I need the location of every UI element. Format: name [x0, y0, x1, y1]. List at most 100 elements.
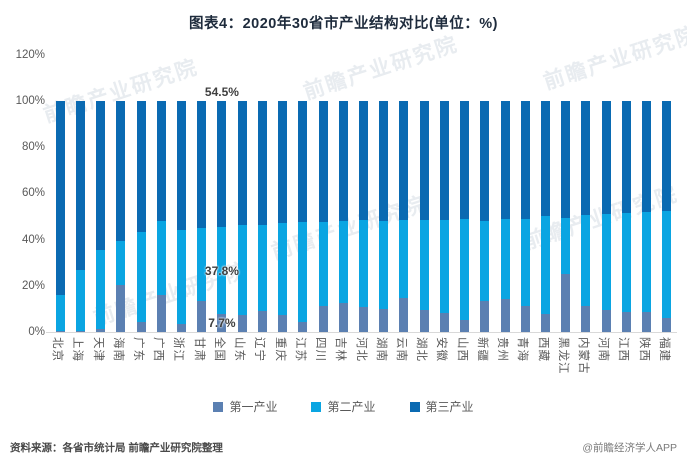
x-label-黑龙江: 黑龙江 [556, 337, 569, 375]
x-label-青海: 青海 [516, 337, 529, 362]
y-tick-40%: 40% [21, 233, 45, 246]
segment-第二产业 [156, 220, 166, 296]
x-label-贵州: 贵州 [496, 337, 509, 362]
x-label-四川: 四川 [314, 337, 327, 362]
segment-第三产业 [601, 101, 611, 214]
segment-第二产业 [399, 219, 409, 299]
segment-第二产业 [621, 212, 631, 313]
x-label-上海: 上海 [71, 337, 84, 362]
segment-第三产业 [136, 101, 146, 232]
segment-第二产业 [601, 213, 611, 310]
legend-label: 第三产业 [425, 400, 474, 414]
plot-area [50, 101, 677, 332]
segment-第一产业 [621, 312, 631, 332]
x-label-新疆: 新疆 [475, 337, 488, 362]
segment-第三产业 [541, 101, 551, 216]
bar-全国 [217, 101, 227, 332]
bar-安徽 [439, 101, 449, 332]
segment-第二产业 [541, 215, 551, 314]
segment-第一产业 [419, 309, 429, 332]
segment-第一产业 [197, 301, 207, 332]
legend-label: 第一产业 [229, 400, 278, 414]
segment-第二产业 [561, 217, 571, 275]
bar-青海 [520, 101, 530, 332]
x-label-山西: 山西 [455, 337, 468, 362]
segment-第一产业 [136, 322, 146, 332]
x-label-安徽: 安徽 [435, 337, 448, 362]
bar-浙江 [176, 101, 186, 332]
bar-新疆 [480, 101, 490, 332]
data-label-primary: 7.7% [208, 316, 236, 331]
bar-重庆 [278, 101, 288, 332]
segment-第三产业 [338, 101, 348, 222]
segment-第三产业 [176, 101, 186, 230]
bar-江苏 [298, 101, 308, 332]
x-label-广东: 广东 [132, 337, 145, 362]
segment-第一产业 [642, 311, 652, 332]
segment-第二产业 [460, 219, 470, 320]
segment-第三产业 [561, 101, 571, 218]
bar-吉林 [338, 101, 348, 332]
bar-江西 [621, 101, 631, 332]
segment-第二产业 [136, 231, 146, 323]
segment-第三产业 [298, 101, 308, 223]
legend-label: 第二产业 [327, 400, 376, 414]
segment-第一产业 [116, 284, 126, 332]
segment-第一产业 [399, 298, 409, 332]
segment-第三产业 [55, 101, 65, 295]
segment-第三产业 [581, 101, 591, 215]
bar-上海 [75, 101, 85, 332]
bar-海南 [116, 101, 126, 332]
segment-第一产业 [156, 295, 166, 332]
x-label-陕西: 陕西 [637, 337, 650, 362]
segment-第三产业 [399, 101, 409, 220]
segment-第三产业 [278, 101, 288, 223]
bar-贵州 [500, 101, 510, 332]
y-tick-120%: 120% [15, 48, 45, 61]
x-label-浙江: 浙江 [172, 337, 185, 362]
segment-第三产业 [116, 101, 126, 241]
segment-第一产业 [541, 313, 551, 332]
bar-山东 [237, 101, 247, 332]
segment-第一产业 [379, 308, 389, 332]
segment-第三产业 [359, 101, 368, 221]
legend-item-第二产业: 第二产业 [311, 398, 376, 415]
segment-第三产业 [217, 101, 227, 227]
y-tick-20%: 20% [21, 279, 45, 292]
legend-item-第三产业: 第三产业 [409, 398, 474, 415]
segment-第二产业 [217, 226, 227, 315]
segment-第二产业 [318, 222, 328, 306]
segment-第二产业 [278, 222, 288, 316]
x-label-辽宁: 辽宁 [253, 337, 266, 362]
segment-第三产业 [75, 101, 85, 270]
x-label-内蒙古: 内蒙古 [576, 337, 589, 375]
legend-swatch-icon [213, 401, 224, 412]
x-label-甘肃: 甘肃 [192, 337, 205, 362]
segment-第三产业 [419, 101, 429, 221]
x-label-湖北: 湖北 [415, 337, 428, 362]
segment-第三产业 [379, 101, 389, 221]
chart-title: 图表4：2020年30省市产业结构对比(单位：%) [189, 16, 498, 32]
segment-第二产业 [662, 210, 672, 318]
bar-陕西 [642, 101, 652, 332]
x-label-福建: 福建 [657, 337, 670, 362]
segment-第三产业 [197, 101, 207, 229]
x-axis-line [46, 332, 677, 333]
segment-第二产业 [338, 221, 348, 303]
segment-第二产业 [176, 229, 186, 325]
segment-第二产业 [379, 220, 389, 309]
segment-第二产业 [75, 269, 85, 332]
bar-内蒙古 [581, 101, 591, 332]
segment-第一产业 [480, 301, 490, 332]
x-label-吉林: 吉林 [334, 337, 347, 362]
segment-第一产业 [176, 324, 186, 332]
segment-第二产业 [520, 218, 530, 307]
bar-四川 [318, 101, 328, 332]
segment-第一产业 [338, 302, 348, 332]
segment-第一产业 [217, 314, 227, 332]
x-label-广西: 广西 [152, 337, 165, 362]
bar-湖南 [379, 101, 389, 332]
segment-第三产业 [96, 101, 106, 250]
segment-第一产业 [359, 307, 368, 332]
